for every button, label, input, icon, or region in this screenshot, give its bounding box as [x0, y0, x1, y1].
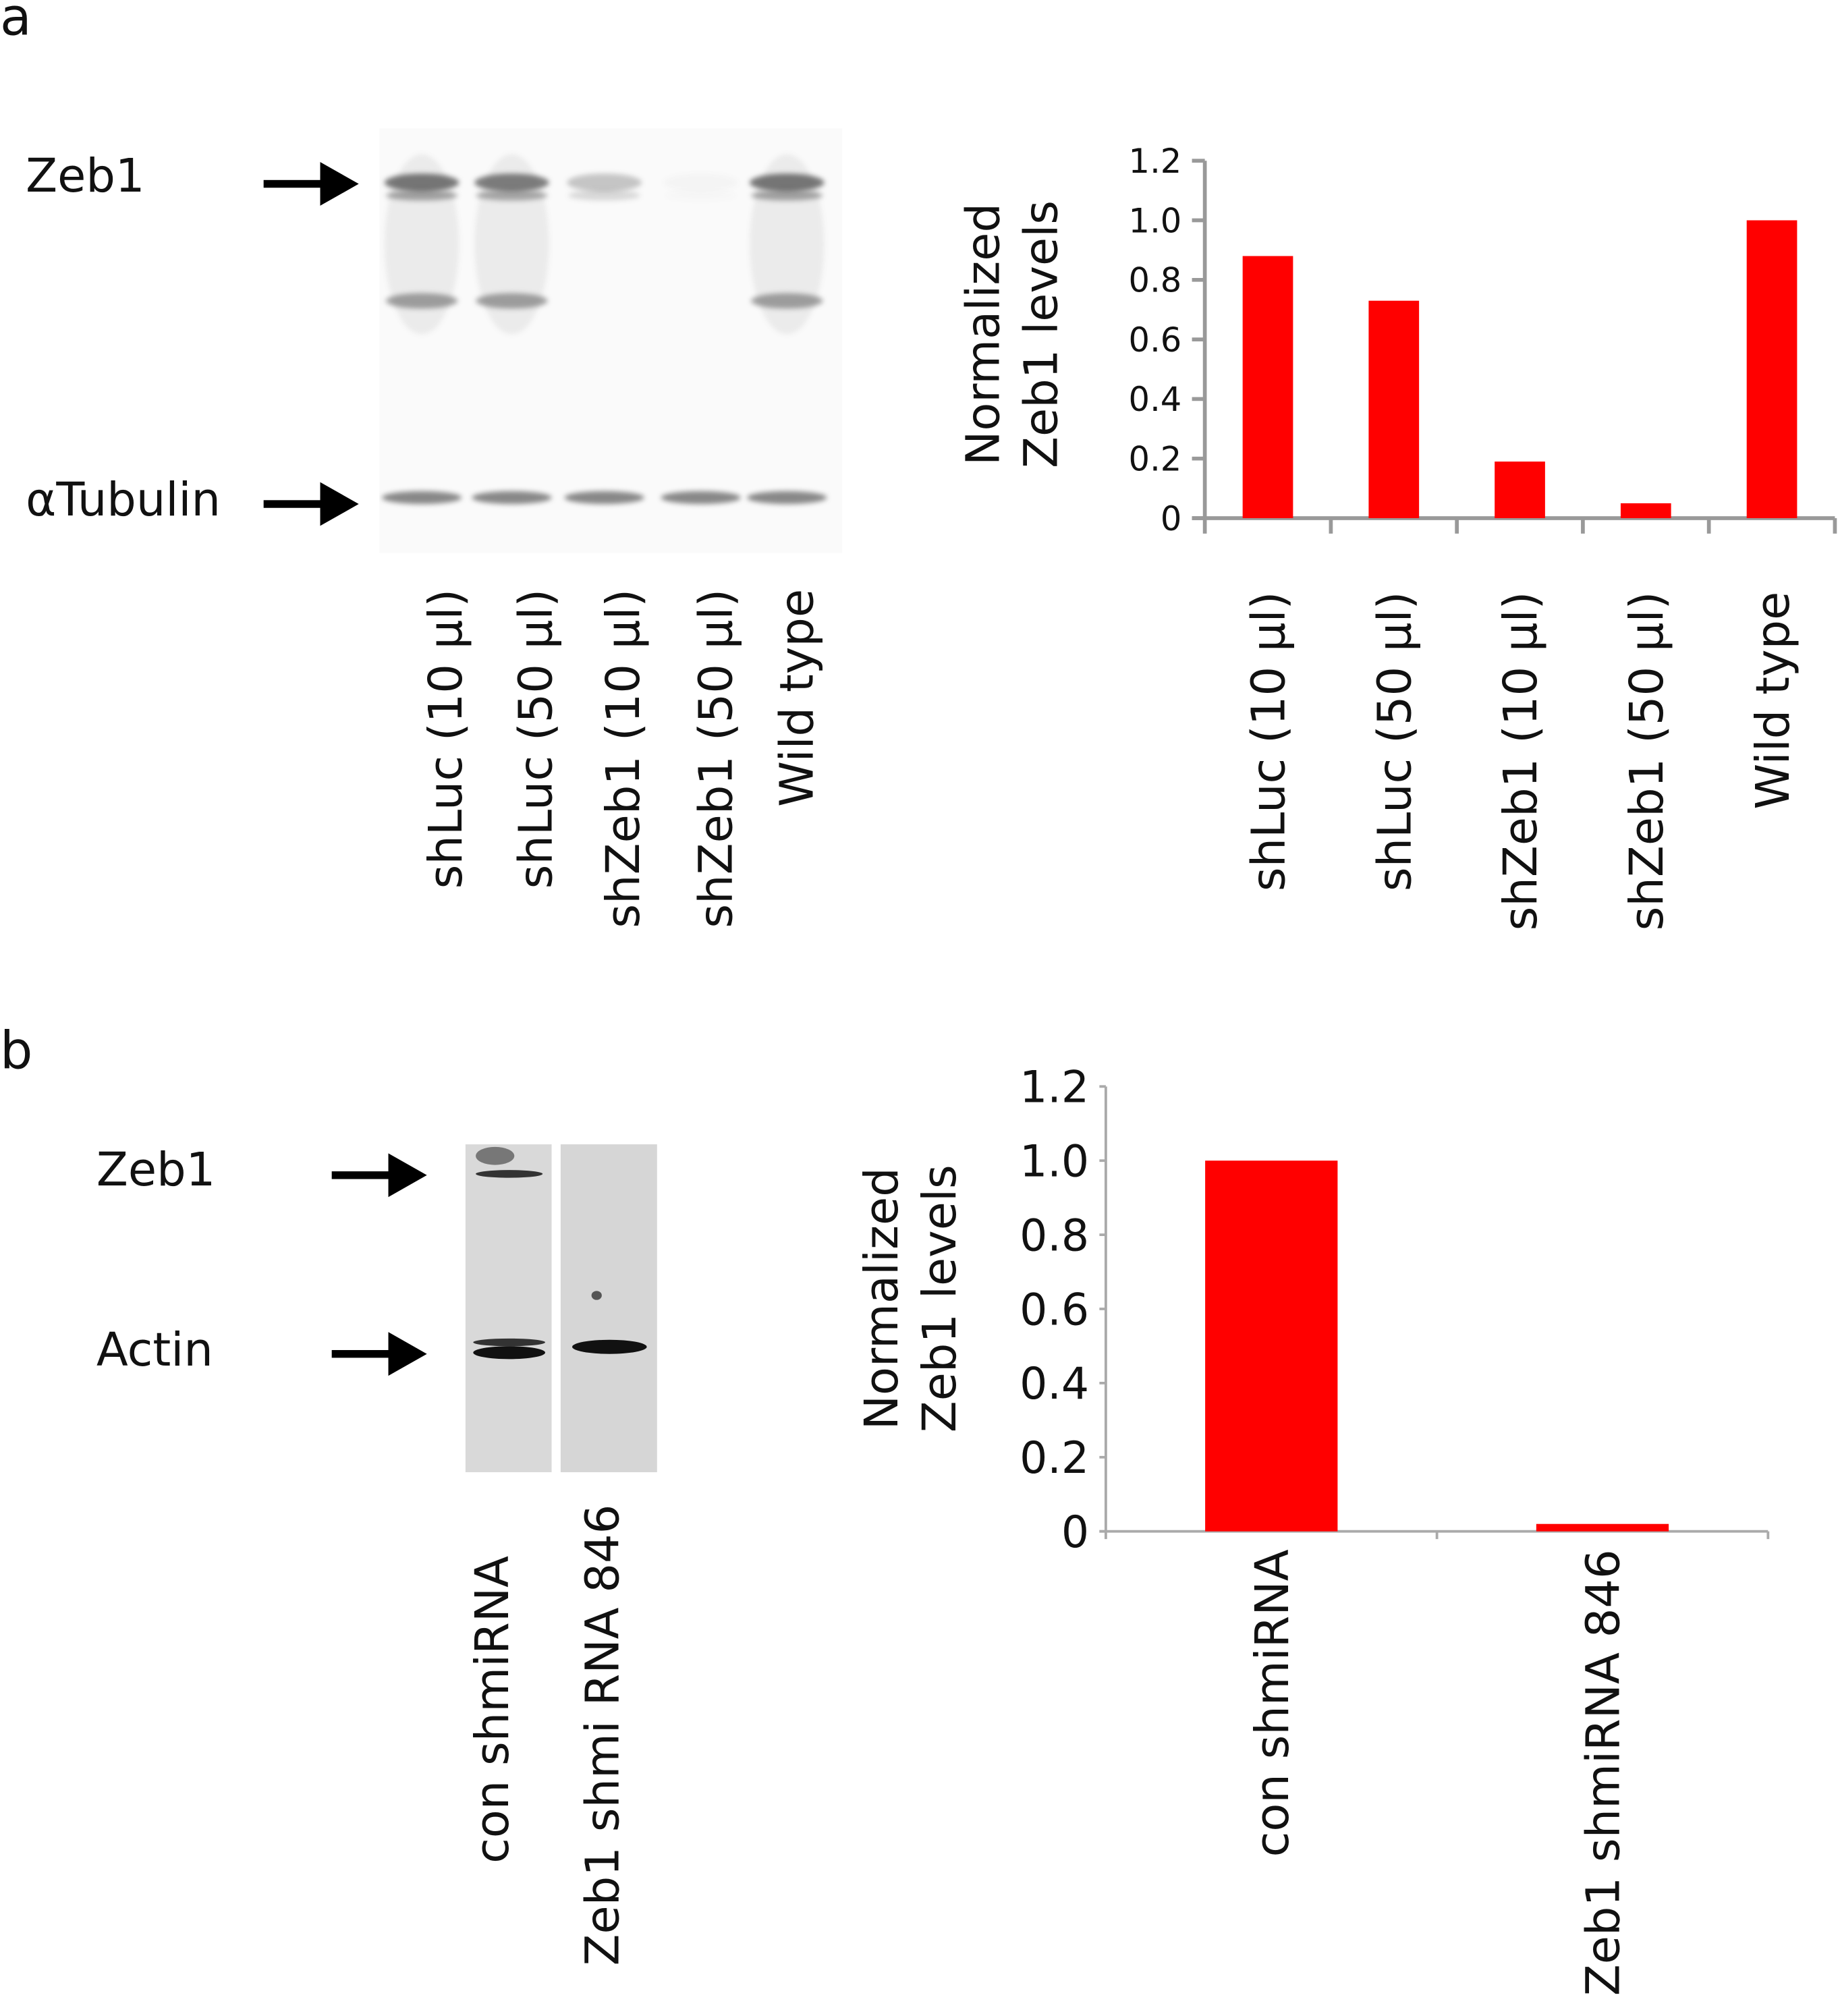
blot-a-lane-label: shZeb1 (10 µl)	[598, 588, 651, 928]
category-label: shLuc (50 µl)	[1368, 592, 1422, 892]
bar	[1536, 1523, 1669, 1532]
tubulin-band	[472, 491, 552, 505]
tubulin-band	[564, 491, 644, 505]
zeb1-band-lower	[476, 190, 548, 201]
blot-b-lane-label: Zeb1 shmi RNA 846	[577, 1504, 630, 1966]
western-blot-a	[379, 128, 843, 553]
zeb1-band-lower	[665, 190, 737, 200]
secondary-band	[750, 293, 823, 309]
y-tick-label: 0	[1161, 499, 1182, 538]
blot-a-lane-label: shZeb1 (50 µl)	[690, 588, 744, 928]
secondary-band	[476, 293, 548, 309]
band	[476, 1146, 515, 1165]
bar-chart-b: 0 0.2 0.4 0.6 0.8 1.0 1.2 con shmiRNA Zeb1 shmiR…	[855, 1063, 1770, 1996]
y-tick-label: 0.4	[1020, 1359, 1089, 1409]
category-label: shZeb1 (50 µl)	[1620, 592, 1674, 931]
blot-b-lane-zeb1	[560, 1144, 657, 1473]
y-tick-label: 0	[1061, 1507, 1089, 1558]
zeb1-band	[476, 1170, 543, 1178]
tubulin-band	[661, 491, 741, 505]
bar	[1495, 461, 1545, 518]
category-label: Wild type	[1746, 592, 1800, 810]
y-tick-label: 0.2	[1020, 1433, 1089, 1484]
blot-a-lane-label: Wild type	[771, 588, 825, 807]
bar	[1205, 1160, 1338, 1532]
y-tick-label: 1.2	[1129, 142, 1182, 181]
actin-band	[473, 1346, 546, 1360]
blot-a-lane-label: shLuc (50 µl)	[510, 588, 563, 889]
panel-b-letter: b	[0, 1022, 33, 1082]
bar	[1368, 300, 1420, 518]
y-axis-title: Normalized	[855, 1167, 909, 1430]
y-tick-label: 1.0	[1020, 1137, 1089, 1187]
actin-band	[572, 1339, 647, 1354]
y-tick-label: 0.6	[1020, 1285, 1089, 1335]
zeb1-band-lower	[750, 190, 823, 201]
y-axis-title: Zeb1 levels	[1014, 200, 1068, 468]
category-label: shLuc (10 µl)	[1242, 592, 1296, 892]
bar	[1242, 256, 1293, 518]
tubulin-label: αTubulin	[26, 474, 221, 528]
blot-a-lane-label: shLuc (10 µl)	[420, 588, 474, 889]
y-tick-label: 1.0	[1129, 201, 1182, 240]
zeb1-band	[750, 173, 825, 192]
secondary-band	[385, 293, 458, 309]
y-tick-label: 0.8	[1020, 1210, 1089, 1261]
y-tick-label: 1.2	[1020, 1063, 1089, 1113]
zeb1-label-a: Zeb1	[26, 150, 145, 204]
zeb1-band	[384, 173, 459, 192]
zeb1-band	[567, 173, 642, 192]
panel-a-letter: a	[0, 0, 32, 48]
category-label: con shmiRNA	[1246, 1549, 1300, 1857]
bar	[1746, 220, 1797, 518]
bar-chart-a: 0 0.2 0.4 0.6 0.8 1.0 1.2 shLuc (10 µl) shLuc (5…	[957, 142, 1837, 931]
speck	[591, 1291, 602, 1300]
blot-b-lane-label: con shmiRNA	[466, 1555, 520, 1864]
zeb1-band	[474, 173, 549, 192]
zeb1-band	[663, 173, 738, 192]
bar	[1620, 503, 1671, 518]
actin-band-upper	[473, 1338, 546, 1347]
y-tick-label: 0.2	[1129, 440, 1182, 479]
y-tick-label: 0.6	[1129, 320, 1182, 360]
zeb1-band-lower	[568, 190, 641, 201]
y-axis-title: Zeb1 levels	[913, 1165, 967, 1432]
zeb1-label-b: Zeb1	[96, 1144, 216, 1198]
y-tick-label: 0.8	[1129, 261, 1182, 300]
blot-b-lane-con	[465, 1144, 552, 1473]
y-axis-title: Normalized	[957, 203, 1011, 466]
actin-label: Actin	[96, 1324, 213, 1378]
tubulin-band	[747, 491, 827, 505]
zeb1-band-lower	[385, 190, 458, 201]
category-label: shZeb1 (10 µl)	[1494, 592, 1548, 931]
y-tick-label: 0.4	[1129, 380, 1182, 419]
tubulin-band	[381, 491, 462, 505]
category-label: Zeb1 shmiRNA 846	[1577, 1549, 1631, 1996]
